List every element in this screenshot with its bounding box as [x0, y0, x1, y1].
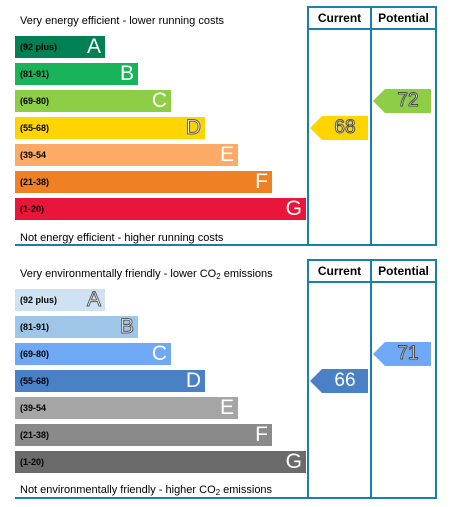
- band-bar-a: (92 plus) A: [15, 288, 105, 312]
- bottom-label-subscript: 2: [215, 488, 221, 497]
- potential-rating-arrow: [373, 89, 431, 113]
- band-letter: F: [255, 423, 268, 446]
- current-column-header: Current: [317, 264, 362, 278]
- top-label: Very energy efficient - lower running co…: [20, 15, 225, 27]
- band-letter: B: [119, 315, 134, 339]
- chart-frame: [307, 6, 437, 246]
- band-range-label: (1-20): [20, 204, 45, 214]
- current-column-header: Current: [317, 11, 362, 25]
- column-divider: [370, 259, 372, 499]
- energy-efficiency-chart: Current Potential Very energy efficient …: [0, 6, 451, 250]
- potential-rating-value: 71: [397, 343, 419, 365]
- band-bar-d: (55-68) D: [15, 369, 205, 392]
- bottom-label: Not energy efficient - higher running co…: [20, 232, 224, 244]
- band-letter: C: [151, 89, 167, 112]
- band-range-label: (39-54: [20, 403, 47, 413]
- potential-arrow-shape: [373, 342, 431, 366]
- chart-bottom-line: [15, 244, 307, 246]
- current-rating-arrow: [310, 369, 368, 393]
- band-range-label: (81-91): [20, 69, 50, 79]
- band-range-label: (92 plus): [20, 295, 58, 305]
- environmental-impact-chart: Current Potential Very environmentally f…: [0, 259, 451, 503]
- band-range-label: (55-68): [20, 123, 50, 133]
- band-bar-c: (69-80) C: [15, 342, 171, 365]
- potential-column-header: Potential: [378, 264, 429, 278]
- band-letter: E: [219, 143, 234, 166]
- current-rating-value: 68: [334, 117, 356, 139]
- band-bar-f: (21-38) F: [15, 170, 272, 193]
- band-range-label: (81-91): [20, 322, 50, 332]
- band-bar-f: (21-38) F: [15, 423, 272, 446]
- band-range-label: (21-38): [20, 430, 50, 440]
- top-label-text: Very environmentally friendly - lower CO: [20, 268, 217, 280]
- band-range-label: (69-80): [20, 349, 50, 359]
- band-range-label: (21-38): [20, 177, 50, 187]
- header-divider: [307, 281, 437, 283]
- potential-column-header: Potential: [378, 11, 429, 25]
- band-bar-a: (92 plus) A: [15, 35, 105, 58]
- potential-rating-value: 72: [397, 90, 419, 112]
- current-arrow-shape: [310, 116, 368, 140]
- band-letter: A: [86, 288, 101, 312]
- band-range-label: (69-80): [20, 96, 50, 106]
- bottom-label: Not environmentally friendly - higher CO…: [20, 484, 273, 497]
- chart-top-line: [15, 6, 307, 8]
- band-range-label: (55-68): [20, 376, 50, 386]
- top-label-suffix: emissions: [220, 268, 273, 280]
- chart-bottom-line: [15, 497, 307, 499]
- current-rating-value: 66: [334, 370, 356, 391]
- chart-frame: [307, 259, 437, 499]
- top-label-subscript: 2: [216, 272, 221, 281]
- band-bar-e: (39-54 E: [15, 396, 238, 419]
- band-letter: E: [219, 396, 234, 419]
- band-letter: G: [285, 450, 302, 473]
- header-divider: [307, 28, 437, 30]
- band-letter: G: [285, 197, 302, 220]
- band-bar-e: (39-54 E: [15, 143, 238, 166]
- band-letter: F: [255, 170, 268, 193]
- column-divider: [370, 6, 372, 246]
- bottom-label-text: Not environmentally friendly - higher CO: [20, 484, 216, 496]
- band-letter: C: [151, 342, 167, 365]
- top-label: Very environmentally friendly - lower CO…: [20, 268, 273, 281]
- band-bar-b: (81-91) B: [15, 315, 138, 339]
- band-bar-b: (81-91) B: [15, 62, 138, 85]
- band-letter: A: [86, 35, 101, 58]
- band-bar-d: (55-68) D: [15, 116, 205, 140]
- band-range-label: (1-20): [20, 457, 45, 467]
- potential-arrow-shape: [373, 89, 431, 113]
- band-bar-g: (1-20) G: [15, 450, 306, 473]
- band-bar-c: (69-80) C: [15, 89, 171, 112]
- band-letter: B: [119, 62, 134, 85]
- band-range-label: (39-54: [20, 150, 47, 160]
- current-arrow-shape: [310, 369, 368, 393]
- band-bar-g: (1-20) G: [15, 197, 306, 220]
- band-letter: D: [185, 116, 201, 140]
- current-rating-arrow: [310, 116, 368, 140]
- potential-rating-arrow: [373, 342, 431, 366]
- band-range-label: (92 plus): [20, 42, 58, 52]
- band-letter: D: [185, 369, 201, 392]
- bottom-label-suffix: emissions: [220, 484, 273, 496]
